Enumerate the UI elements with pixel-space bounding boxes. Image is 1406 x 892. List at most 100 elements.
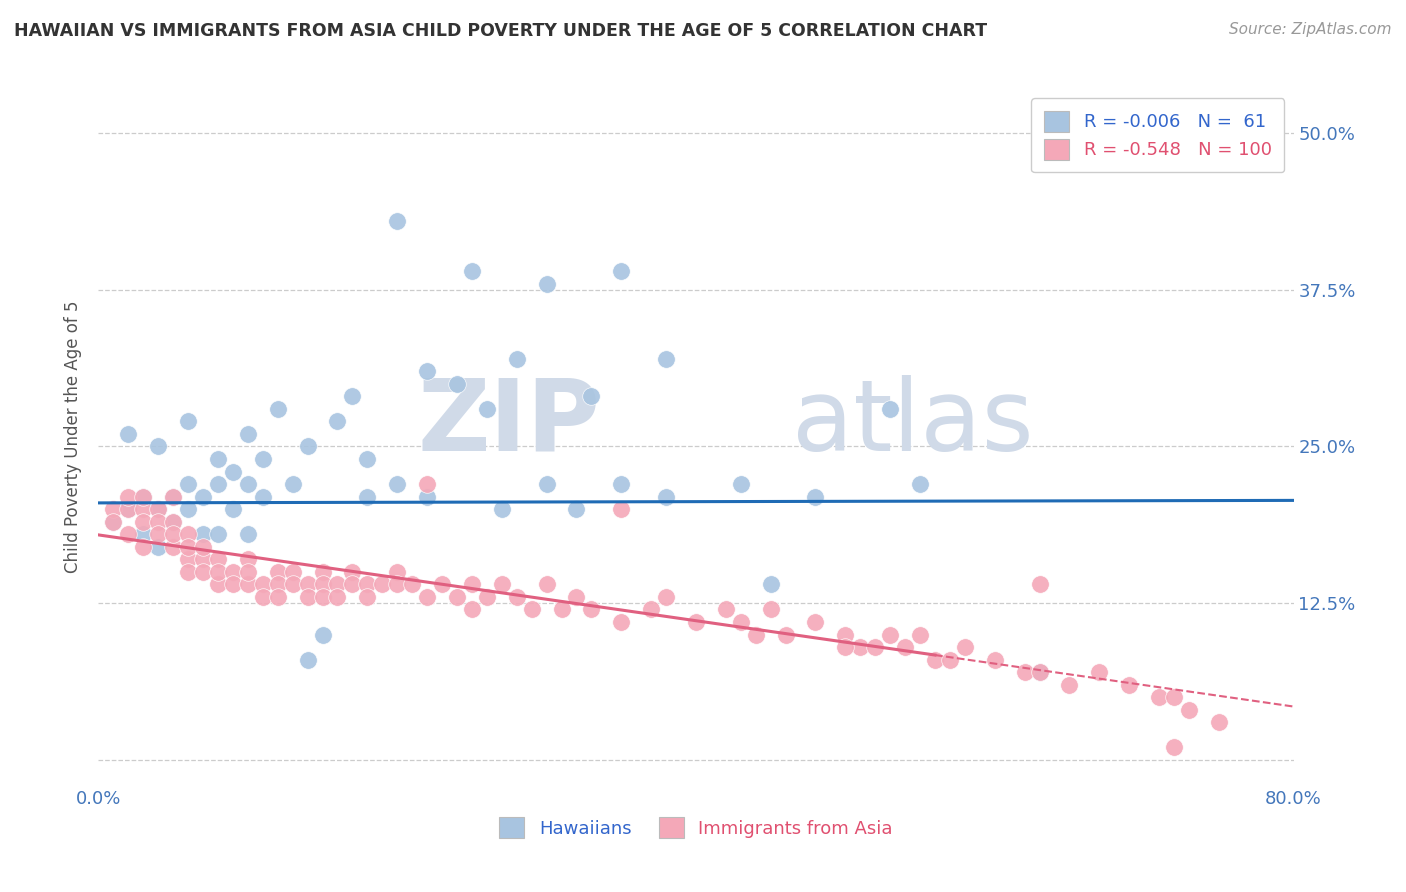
Point <box>103 502 125 516</box>
Point <box>834 640 856 654</box>
Text: atlas: atlas <box>792 375 1033 472</box>
Point <box>342 389 364 403</box>
Point <box>191 540 214 554</box>
Point <box>236 552 259 566</box>
Point <box>610 477 633 491</box>
Point <box>132 490 155 504</box>
Point <box>879 627 901 641</box>
Point <box>356 490 378 504</box>
Point <box>132 527 155 541</box>
Point <box>177 552 200 566</box>
Point <box>162 515 184 529</box>
Point <box>311 577 333 591</box>
Point <box>908 477 931 491</box>
Point <box>581 389 603 403</box>
Point <box>536 277 558 291</box>
Point <box>953 640 976 654</box>
Y-axis label: Child Poverty Under the Age of 5: Child Poverty Under the Age of 5 <box>65 301 83 574</box>
Point <box>162 527 184 541</box>
Point <box>162 490 184 504</box>
Legend: Hawaiians, Immigrants from Asia: Hawaiians, Immigrants from Asia <box>492 810 900 846</box>
Point <box>148 515 170 529</box>
Point <box>908 627 931 641</box>
Point <box>416 590 439 604</box>
Point <box>759 577 782 591</box>
Point <box>461 577 484 591</box>
Point <box>506 590 529 604</box>
Point <box>655 490 678 504</box>
Point <box>222 502 245 516</box>
Point <box>342 565 364 579</box>
Point <box>640 602 662 616</box>
Point <box>177 502 200 516</box>
Point <box>297 577 319 591</box>
Point <box>281 565 304 579</box>
Point <box>236 527 259 541</box>
Point <box>162 540 184 554</box>
Point <box>252 452 274 467</box>
Point <box>491 577 513 591</box>
Point <box>207 577 229 591</box>
Point <box>655 590 678 604</box>
Point <box>207 565 229 579</box>
Point <box>610 615 633 629</box>
Point <box>1014 665 1036 680</box>
Point <box>939 652 962 666</box>
Point <box>1178 703 1201 717</box>
Point <box>416 490 439 504</box>
Point <box>730 615 752 629</box>
Point <box>132 502 155 516</box>
Point <box>1147 690 1170 705</box>
Point <box>520 602 543 616</box>
Point <box>252 577 274 591</box>
Text: HAWAIIAN VS IMMIGRANTS FROM ASIA CHILD POVERTY UNDER THE AGE OF 5 CORRELATION CH: HAWAIIAN VS IMMIGRANTS FROM ASIA CHILD P… <box>14 22 987 40</box>
Point <box>177 565 200 579</box>
Point <box>132 515 155 529</box>
Point <box>804 615 827 629</box>
Point <box>311 627 333 641</box>
Point <box>475 401 498 416</box>
Point <box>610 502 633 516</box>
Point <box>371 577 394 591</box>
Point <box>252 490 274 504</box>
Point <box>177 540 200 554</box>
Point <box>326 590 349 604</box>
Point <box>730 477 752 491</box>
Point <box>117 527 139 541</box>
Point <box>1028 577 1050 591</box>
Point <box>565 590 588 604</box>
Point <box>222 565 245 579</box>
Point <box>834 627 856 641</box>
Point <box>401 577 423 591</box>
Point <box>117 490 139 504</box>
Point <box>356 452 378 467</box>
Point <box>1028 665 1050 680</box>
Point <box>461 602 484 616</box>
Point <box>117 502 139 516</box>
Point <box>655 351 678 366</box>
Point <box>446 376 468 391</box>
Point <box>267 590 290 604</box>
Point <box>475 590 498 604</box>
Point <box>117 502 139 516</box>
Point <box>879 401 901 416</box>
Point <box>236 577 259 591</box>
Point <box>311 590 333 604</box>
Point <box>1163 690 1185 705</box>
Point <box>148 540 170 554</box>
Point <box>1028 665 1050 680</box>
Point <box>775 627 797 641</box>
Point <box>804 490 827 504</box>
Point <box>550 602 572 616</box>
Point <box>385 477 409 491</box>
Point <box>267 401 290 416</box>
Point <box>297 652 319 666</box>
Point <box>177 414 200 428</box>
Point <box>191 552 214 566</box>
Point <box>1208 715 1230 730</box>
Point <box>1088 665 1111 680</box>
Point <box>430 577 453 591</box>
Point <box>117 426 139 441</box>
Point <box>984 652 1007 666</box>
Point <box>610 264 633 278</box>
